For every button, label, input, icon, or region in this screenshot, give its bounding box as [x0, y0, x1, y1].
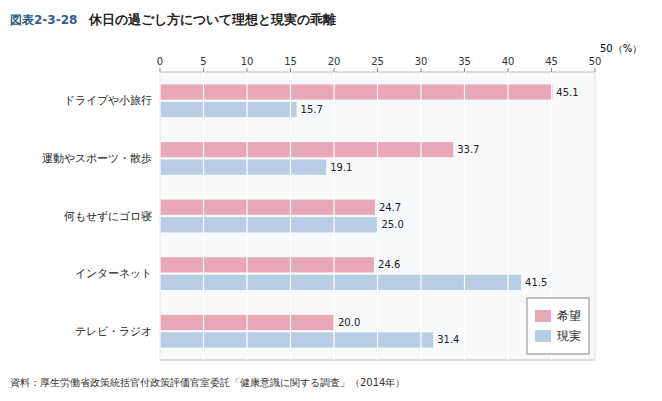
data-label: 19.1	[330, 162, 352, 173]
tick-mark	[203, 68, 204, 72]
bar	[160, 200, 375, 215]
category-label: テレビ・ラジオ	[75, 325, 152, 338]
data-label: 24.7	[379, 202, 401, 213]
category-label: インターネット	[75, 267, 152, 280]
grid-line	[420, 72, 421, 360]
tick-mark	[551, 68, 552, 72]
bar	[160, 257, 374, 272]
grid	[160, 72, 595, 360]
tick-mark	[508, 68, 509, 72]
tick-label: 5	[200, 56, 206, 67]
chart: 図表2-3-28 休日の過ごし方について理想と現実の乖離 0 5 10 15 20 25 30 3…	[0, 0, 662, 401]
footnote: 資料：厚生労働省政策統括官付政策評価官室委託「健康意識に関する調査」（2014年…	[10, 377, 405, 388]
data-label: 45.1	[556, 87, 578, 98]
data-label: 24.6	[378, 259, 400, 270]
legend-swatch	[535, 330, 551, 342]
grid-line	[377, 72, 378, 360]
grid-line	[464, 72, 465, 360]
category-label: 運動やスポーツ・散歩	[42, 152, 152, 165]
bar	[160, 102, 297, 117]
legend-swatch	[535, 310, 551, 322]
tick-label: 0	[157, 56, 163, 67]
data-label: 25.0	[382, 219, 404, 230]
axis-label: 50（%）	[600, 43, 642, 54]
tick-label: 10	[241, 56, 254, 67]
bar	[160, 84, 552, 99]
grid-line	[159, 72, 160, 360]
grid-line	[507, 72, 508, 360]
data-label: 31.4	[437, 334, 459, 345]
grid-line	[333, 72, 334, 360]
tick-label: 25	[371, 56, 384, 67]
tick-label: 40	[502, 56, 515, 67]
grid-line	[290, 72, 291, 360]
x-axis: 0 5 10 15 20 25 30 35 40 45 50	[157, 56, 602, 72]
grid-line	[594, 72, 595, 360]
tick-label: 30	[415, 56, 428, 67]
tick-mark	[290, 68, 291, 72]
tick-mark	[377, 68, 378, 72]
figure-label: 図表2-3-28	[10, 13, 77, 27]
grid-line	[246, 72, 247, 360]
grid-line	[203, 72, 204, 360]
legend: 希望現実	[527, 298, 589, 354]
tick-mark	[595, 68, 596, 72]
bars	[160, 84, 552, 347]
tick-mark	[160, 68, 161, 72]
data-label: 20.0	[338, 317, 360, 328]
bar	[160, 160, 326, 175]
bar	[160, 275, 521, 290]
legend-label: 希望	[557, 309, 581, 323]
legend-label: 現実	[557, 329, 581, 343]
category-label: 何もせずにゴロ寝	[64, 210, 152, 223]
data-label: 15.7	[301, 104, 323, 115]
title: 休日の過ごし方について理想と現実の乖離	[88, 12, 336, 27]
tick-label: 50	[589, 56, 602, 67]
category-label: ドライブや小旅行	[64, 94, 152, 107]
tick-mark	[464, 68, 465, 72]
tick-label: 45	[545, 56, 558, 67]
plot-frame	[160, 72, 595, 360]
legend-frame	[527, 298, 589, 354]
bar	[160, 217, 378, 232]
tick-mark	[334, 68, 335, 72]
data-label: 41.5	[525, 277, 547, 288]
y-axis: ドライブや小旅行運動やスポーツ・散歩何もせずにゴロ寝インターネットテレビ・ラジオ	[42, 94, 152, 337]
bar	[160, 332, 433, 347]
tick-label: 35	[458, 56, 471, 67]
tick-label: 20	[328, 56, 341, 67]
tick-mark	[247, 68, 248, 72]
tick-mark	[421, 68, 422, 72]
tick-label: 15	[284, 56, 297, 67]
data-label: 33.7	[457, 144, 479, 155]
